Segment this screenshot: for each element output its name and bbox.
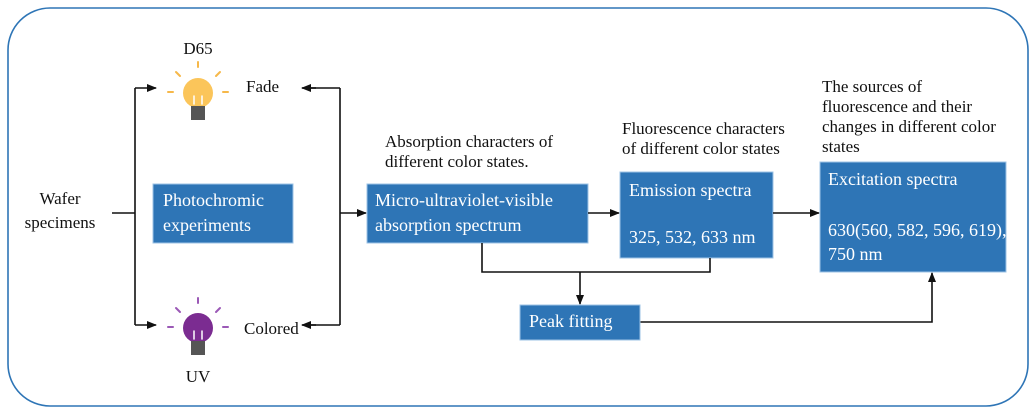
note: Fluorescence characters [622,119,785,138]
frame [7,7,1029,407]
box-text: 750 nm [828,244,883,264]
box-text: Emission spectra [629,180,751,200]
box-text: Peak fitting [529,311,613,331]
state-label: Fade [246,77,279,96]
note: The sources of [822,77,922,96]
state-label: Colored [244,319,299,338]
box-text: Excitation spectra [828,169,957,189]
box-text: Micro-ultraviolet-visible [375,190,553,210]
box-excitation [819,161,1007,273]
start-label: specimens [25,213,96,232]
box-absorption [366,183,589,244]
box-photochromic [152,183,294,244]
light-label: D65 [183,39,212,58]
box-peak [519,304,641,341]
bulb-d65 [167,61,229,120]
start-label: Wafer [39,189,80,208]
box-text: absorption spectrum [375,215,521,235]
note: states [822,137,860,156]
note: different color states. [385,152,529,171]
note: Absorption characters of [385,132,553,151]
merge-lines [301,84,367,329]
note: of different color states [622,139,780,158]
note: fluorescence and their [822,97,972,116]
box-text: 630(560, 582, 596, 619), [828,220,1007,241]
bulb-uv [167,297,229,355]
fitting-lines [481,243,936,323]
box-text: Photochromic [163,190,264,210]
light-label: UV [186,367,211,386]
box-text: experiments [163,215,251,235]
branch-lines [112,84,157,329]
box-emission [619,171,774,259]
note: changes in different color [822,117,996,136]
box-text: 325, 532, 633 nm [629,227,756,247]
